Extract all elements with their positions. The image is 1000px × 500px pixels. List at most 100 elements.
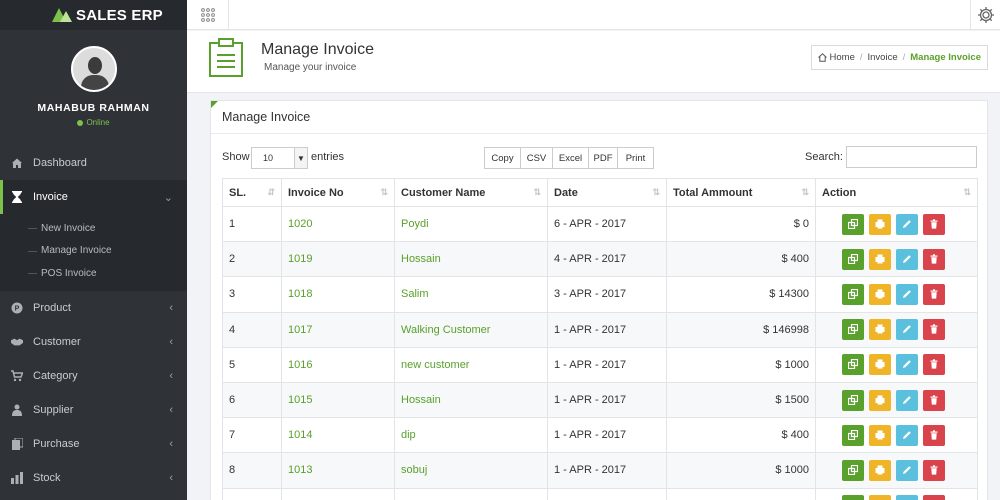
- view-button[interactable]: [842, 424, 864, 446]
- print-invoice-button[interactable]: [869, 283, 891, 305]
- avatar[interactable]: [70, 46, 117, 92]
- print-invoice-button[interactable]: [869, 424, 891, 446]
- breadcrumb-home[interactable]: Home: [829, 52, 855, 63]
- copy-button[interactable]: Copy: [484, 147, 521, 169]
- cell-customer-name[interactable]: dip: [394, 417, 548, 454]
- page-subtitle: Manage your invoice: [264, 62, 357, 73]
- edit-button[interactable]: [896, 283, 918, 305]
- breadcrumb-current: Manage Invoice: [910, 52, 981, 63]
- settings-button[interactable]: [970, 0, 1000, 30]
- print-invoice-button[interactable]: [869, 248, 891, 270]
- cell-invoice-no[interactable]: 1019: [281, 241, 395, 278]
- online-status: Online: [0, 118, 187, 127]
- cell-invoice-no[interactable]: 1016: [281, 346, 395, 383]
- cell-customer-name[interactable]: Walking Customer: [394, 311, 548, 348]
- delete-button[interactable]: [923, 459, 945, 481]
- print-invoice-button[interactable]: [869, 319, 891, 341]
- delete-button[interactable]: [923, 389, 945, 411]
- search-input[interactable]: [846, 146, 977, 168]
- print-invoice-button[interactable]: [869, 213, 891, 235]
- submenu-pos-invoice[interactable]: POS Invoice: [0, 262, 187, 285]
- apps-grid-button[interactable]: [187, 0, 229, 30]
- cell-invoice-no[interactable]: 1017: [281, 311, 395, 348]
- delete-button[interactable]: [923, 495, 945, 500]
- csv-button[interactable]: CSV: [520, 147, 553, 169]
- cell-invoice-no[interactable]: 1013: [281, 452, 395, 489]
- cell-invoice-no[interactable]: 1018: [281, 276, 395, 313]
- print-button[interactable]: Print: [617, 147, 654, 169]
- search-label: Search:: [805, 151, 843, 163]
- cell-sl: 8: [222, 452, 282, 489]
- sidebar-item-purchase[interactable]: Purchase ‹: [0, 427, 187, 461]
- delete-button[interactable]: [923, 424, 945, 446]
- edit-button[interactable]: [896, 248, 918, 270]
- product-icon: P: [11, 302, 23, 314]
- sidebar-item-supplier[interactable]: Supplier ‹: [0, 393, 187, 427]
- breadcrumb-invoice[interactable]: Invoice: [867, 52, 898, 63]
- cell-sl: 9: [222, 487, 282, 500]
- edit-button[interactable]: [896, 213, 918, 235]
- cell-invoice-no[interactable]: 1015: [281, 381, 395, 419]
- submenu-manage-invoice[interactable]: Manage Invoice: [0, 240, 187, 263]
- logo[interactable]: SALES ERP: [0, 0, 187, 30]
- sidebar-item-dashboard[interactable]: Dashboard: [0, 146, 187, 180]
- cell-customer-name[interactable]: Hossain: [394, 381, 548, 419]
- delete-button[interactable]: [923, 354, 945, 376]
- entries-select[interactable]: 10 ▼: [251, 147, 308, 169]
- col-header-customer-name[interactable]: Customer Name ⇅: [394, 178, 548, 207]
- sidebar-item-category[interactable]: Category ‹: [0, 359, 187, 393]
- view-button[interactable]: [842, 283, 864, 305]
- hourglass-icon: [11, 191, 23, 203]
- cell-customer-name[interactable]: sobuj: [394, 452, 548, 489]
- delete-button[interactable]: [923, 319, 945, 341]
- view-button[interactable]: [842, 495, 864, 500]
- col-header-total-amount[interactable]: Total Ammount ⇅: [666, 178, 816, 207]
- edit-button[interactable]: [896, 459, 918, 481]
- delete-button[interactable]: [923, 248, 945, 270]
- pdf-button[interactable]: PDF: [588, 147, 618, 169]
- delete-button[interactable]: [923, 213, 945, 235]
- view-button[interactable]: [842, 354, 864, 376]
- view-button[interactable]: [842, 319, 864, 341]
- edit-button[interactable]: [896, 495, 918, 500]
- edit-button[interactable]: [896, 319, 918, 341]
- col-header-action[interactable]: Action ⇅: [815, 178, 978, 207]
- sort-icon: ⇅: [533, 187, 541, 197]
- table-row: 5 1016 new customer 1 - APR - 2017 $ 1000: [222, 346, 978, 383]
- table-row: 2 1019 Hossain 4 - APR - 2017 $ 400: [222, 241, 978, 278]
- cell-invoice-no[interactable]: 1014: [281, 417, 395, 454]
- col-header-sl[interactable]: SL. ⇵: [222, 178, 282, 207]
- view-button[interactable]: [842, 459, 864, 481]
- view-button[interactable]: [842, 248, 864, 270]
- print-invoice-button[interactable]: [869, 459, 891, 481]
- print-invoice-button[interactable]: [869, 354, 891, 376]
- delete-button[interactable]: [923, 283, 945, 305]
- view-button[interactable]: [842, 213, 864, 235]
- cell-total-amount: $ 14300: [666, 276, 816, 313]
- sidebar-item-stock[interactable]: Stock ‹: [0, 461, 187, 495]
- submenu-new-invoice[interactable]: New Invoice: [0, 217, 187, 240]
- cell-total-amount: $ 1500: [666, 381, 816, 419]
- cell-customer-name[interactable]: Salim: [394, 276, 548, 313]
- table-row: 7 1014 dip 1 - APR - 2017 $ 400: [222, 417, 978, 454]
- view-button[interactable]: [842, 389, 864, 411]
- cell-invoice-no[interactable]: 1012: [281, 487, 395, 500]
- col-header-date[interactable]: Date ⇅: [547, 178, 667, 207]
- cell-customer-name[interactable]: Hossain: [394, 241, 548, 278]
- cell-date: 6 - APR - 2017: [547, 205, 667, 243]
- sidebar-item-invoice[interactable]: Invoice ⌄: [0, 180, 187, 214]
- edit-button[interactable]: [896, 354, 918, 376]
- edit-button[interactable]: [896, 389, 918, 411]
- col-header-invoice-no[interactable]: Invoice No ⇅: [281, 178, 395, 207]
- print-invoice-button[interactable]: [869, 389, 891, 411]
- cell-invoice-no[interactable]: 1020: [281, 205, 395, 243]
- excel-button[interactable]: Excel: [552, 147, 589, 169]
- edit-button[interactable]: [896, 424, 918, 446]
- cell-customer-name[interactable]: new customer: [394, 346, 548, 383]
- sidebar-item-customer[interactable]: Customer ‹: [0, 325, 187, 359]
- print-invoice-button[interactable]: [869, 495, 891, 500]
- cell-sl: 6: [222, 381, 282, 419]
- cell-customer-name[interactable]: Walking Customer: [394, 487, 548, 500]
- sidebar-item-product[interactable]: P Product ‹: [0, 291, 187, 325]
- cell-customer-name[interactable]: Poydi: [394, 205, 548, 243]
